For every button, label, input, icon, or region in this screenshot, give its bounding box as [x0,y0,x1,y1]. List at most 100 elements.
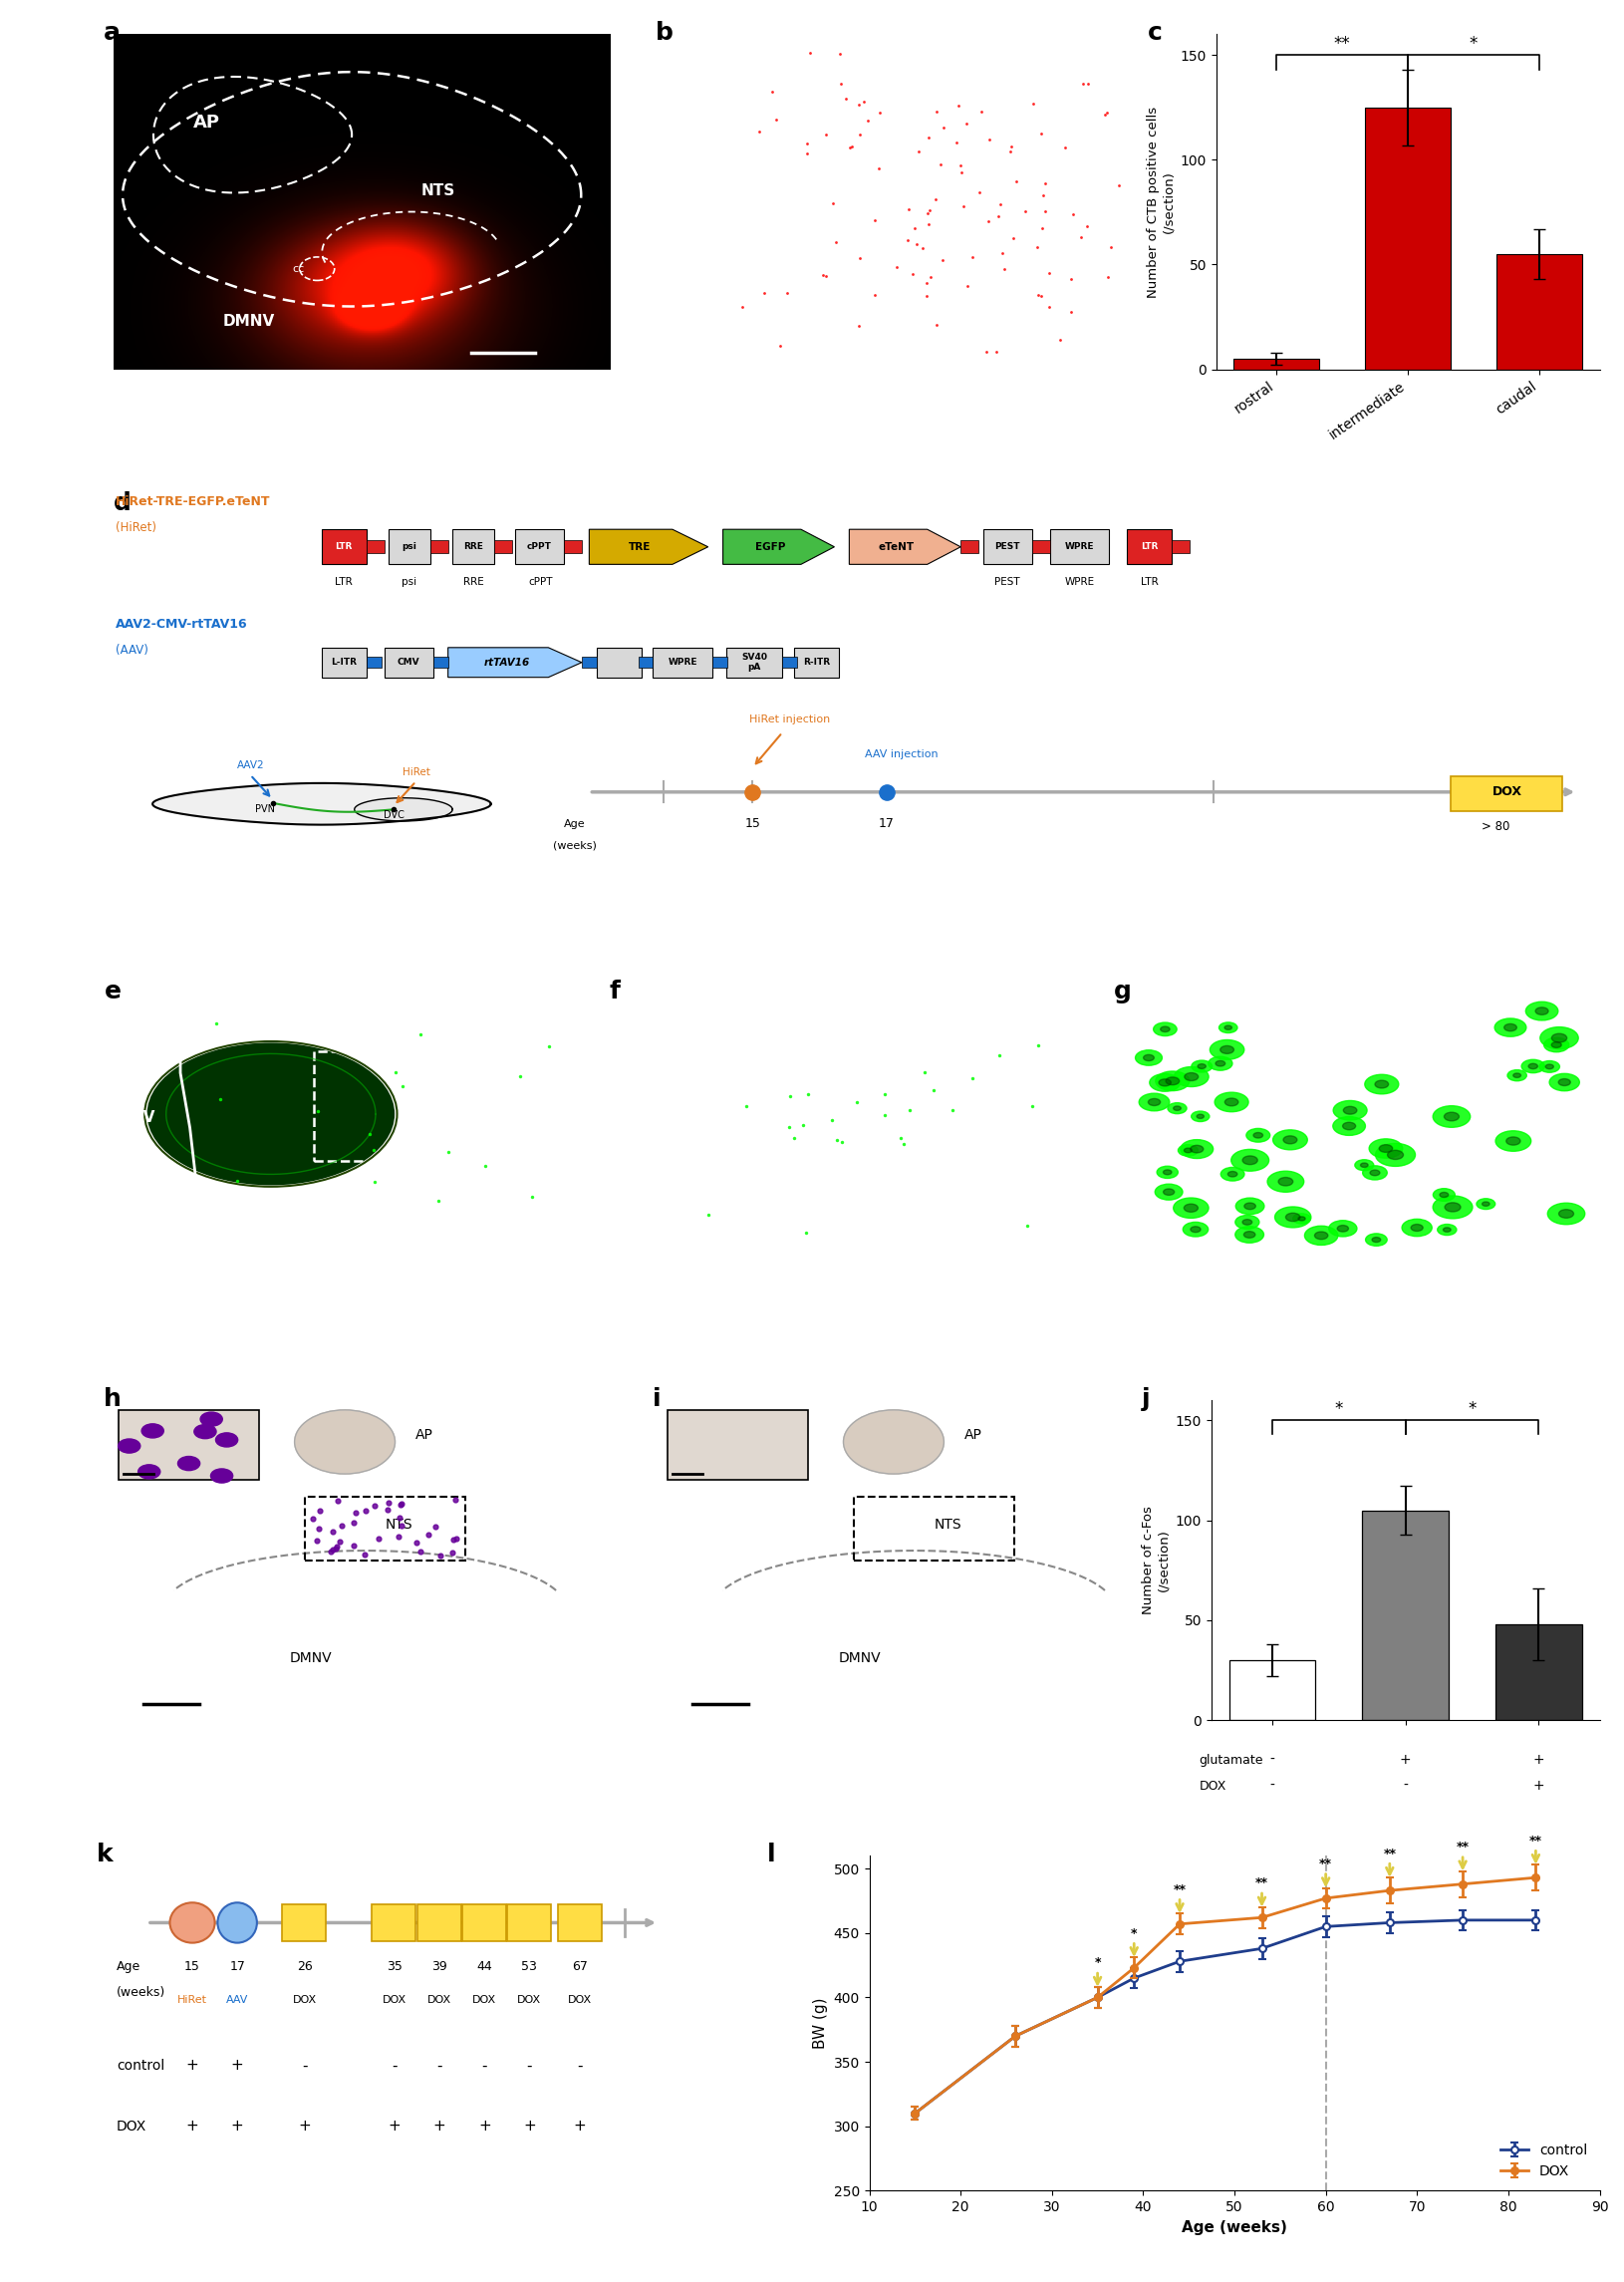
Text: +: + [1533,1753,1544,1766]
Circle shape [1549,1073,1580,1091]
Point [1093,96,1119,132]
Circle shape [1507,1070,1527,1082]
Point [1057,294,1083,331]
Text: 53: 53 [521,1960,538,1972]
Point [929,242,955,278]
Point [966,173,992,210]
Text: 3V: 3V [133,1111,154,1125]
Circle shape [1363,1166,1387,1180]
Point [846,308,872,345]
X-axis label: Age (weeks): Age (weeks) [1182,2220,1288,2234]
Point [976,121,1002,157]
Point [387,1499,412,1536]
Text: +: + [477,2118,490,2134]
FancyBboxPatch shape [726,648,783,678]
Text: a: a [104,21,120,46]
Circle shape [1192,1111,1210,1123]
Point [203,1004,229,1041]
Circle shape [1548,1203,1585,1225]
Point [1059,196,1085,233]
Text: HiRet: HiRet [177,1994,208,2006]
FancyBboxPatch shape [515,529,564,564]
Point [781,1120,807,1157]
Point [1052,130,1078,167]
Point [473,1148,499,1184]
Point [536,1027,562,1063]
Text: **: ** [1255,1876,1268,1889]
Circle shape [1275,1207,1311,1228]
Text: LTR: LTR [1140,577,1158,586]
Y-axis label: BW (g): BW (g) [814,1997,828,2049]
Point [944,123,970,160]
Point [760,73,786,110]
Bar [762,1045,1023,1168]
Point [945,87,971,123]
Circle shape [1544,1038,1569,1052]
Point [357,1116,383,1152]
Circle shape [1444,1111,1458,1120]
Point [872,1098,898,1134]
Point [825,1123,851,1159]
Point [922,180,948,217]
Point [797,34,823,71]
Circle shape [1293,1214,1311,1223]
Circle shape [1546,1063,1554,1068]
Text: DOX: DOX [383,1994,406,2006]
Point [408,1534,434,1570]
Circle shape [1494,1018,1527,1036]
Point [750,276,776,313]
Point [435,1134,461,1171]
Point [1091,96,1117,132]
Text: l: l [767,1842,776,1867]
Circle shape [1432,1107,1470,1127]
Point [848,116,874,153]
Text: k: k [97,1842,114,1867]
Point [796,1077,822,1114]
Text: HiRet: HiRet [403,767,430,778]
FancyBboxPatch shape [653,648,713,678]
Circle shape [1177,1146,1199,1157]
Point [794,126,820,162]
Ellipse shape [171,1903,214,1942]
Point [872,1077,898,1114]
Point [1030,210,1056,246]
FancyBboxPatch shape [557,1903,601,1942]
Circle shape [1504,1025,1517,1031]
Y-axis label: Number of c-Fos
(/section): Number of c-Fos (/section) [1142,1506,1169,1613]
Text: psi: psi [403,543,417,552]
Point [1028,116,1054,153]
Text: (weeks): (weeks) [552,840,596,851]
Point [948,146,974,183]
Circle shape [1228,1171,1237,1178]
Point [844,1084,870,1120]
Circle shape [1215,1093,1249,1111]
Text: WPRE: WPRE [667,657,697,666]
Point [810,258,836,294]
Point [918,260,944,297]
Point [833,80,859,116]
Point [440,1522,466,1559]
Circle shape [1163,1171,1171,1175]
Point [326,1522,352,1559]
Circle shape [1155,1184,1182,1200]
Text: WPRE: WPRE [1065,577,1095,586]
Text: 15: 15 [185,1960,200,1972]
Circle shape [1210,1041,1244,1059]
Point [383,1054,409,1091]
Point [778,1077,804,1114]
Point [812,258,838,294]
Circle shape [1254,1132,1263,1139]
Text: 35: 35 [387,1960,403,1972]
Point [442,1481,468,1518]
Bar [1366,107,1450,370]
Text: **: ** [1319,1858,1332,1871]
Text: SV40
pA: SV40 pA [741,653,767,673]
Text: +: + [523,2118,536,2134]
Point [838,130,864,167]
Point [1015,1207,1041,1244]
Point [968,94,994,130]
Text: 67: 67 [572,1960,588,1972]
Point [1030,178,1056,215]
FancyBboxPatch shape [1452,776,1562,812]
FancyBboxPatch shape [417,1903,461,1942]
